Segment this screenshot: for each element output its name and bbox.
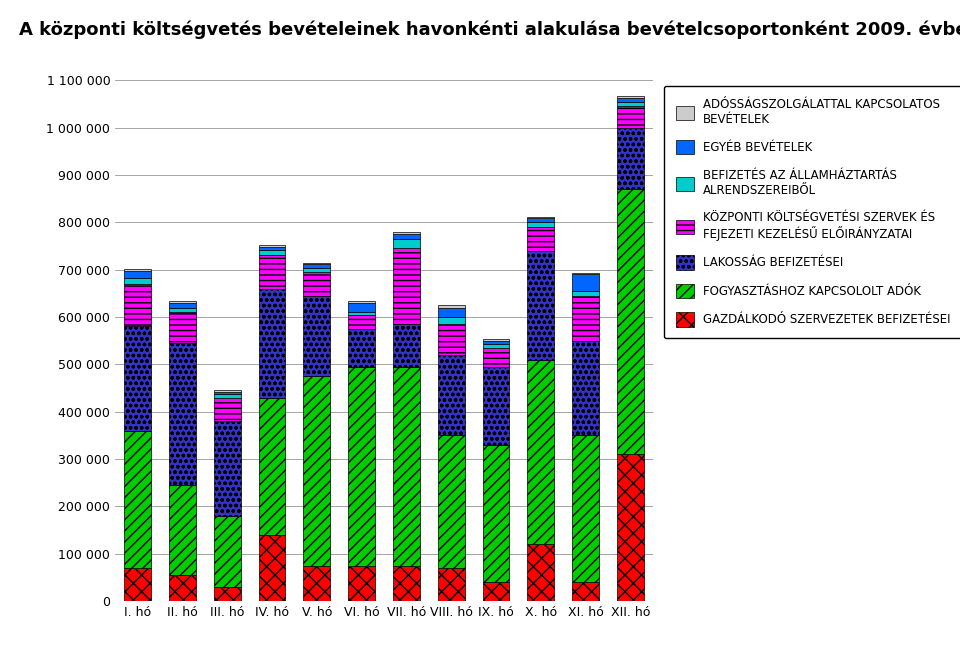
- Bar: [303, 263, 330, 265]
- Bar: [303, 272, 330, 296]
- Bar: [214, 390, 241, 392]
- Text: A központi költségvetés bevételeinek havonkénti alakulása bevételcsoportonként 2: A központi költségvetés bevételeinek hav…: [19, 20, 960, 39]
- Bar: [348, 315, 375, 329]
- Bar: [258, 397, 285, 535]
- Bar: [572, 582, 599, 601]
- Bar: [303, 376, 330, 566]
- Bar: [258, 250, 285, 255]
- Bar: [438, 436, 465, 568]
- Bar: [124, 278, 151, 284]
- Bar: [169, 301, 196, 303]
- Bar: [527, 359, 554, 544]
- Bar: [572, 296, 599, 341]
- Bar: [393, 367, 420, 566]
- Bar: [124, 269, 151, 271]
- Bar: [214, 422, 241, 516]
- Bar: [438, 317, 465, 324]
- Bar: [214, 392, 241, 394]
- Bar: [617, 128, 644, 189]
- Bar: [303, 296, 330, 376]
- Bar: [348, 329, 375, 367]
- Bar: [348, 367, 375, 566]
- Bar: [527, 218, 554, 222]
- Bar: [393, 232, 420, 234]
- Bar: [527, 222, 554, 227]
- Bar: [617, 98, 644, 102]
- Bar: [572, 275, 599, 291]
- Bar: [348, 301, 375, 303]
- Bar: [393, 248, 420, 324]
- Bar: [572, 341, 599, 436]
- Bar: [483, 339, 510, 341]
- Bar: [169, 307, 196, 312]
- Bar: [438, 324, 465, 355]
- Bar: [258, 245, 285, 247]
- Bar: [348, 566, 375, 601]
- Bar: [214, 587, 241, 601]
- Bar: [348, 303, 375, 312]
- Bar: [258, 255, 285, 289]
- Bar: [393, 566, 420, 601]
- Bar: [483, 341, 510, 344]
- Bar: [617, 189, 644, 454]
- Bar: [258, 247, 285, 250]
- Bar: [617, 102, 644, 106]
- Bar: [438, 355, 465, 436]
- Bar: [124, 284, 151, 327]
- Bar: [572, 273, 599, 275]
- Bar: [169, 303, 196, 307]
- Bar: [527, 544, 554, 601]
- Bar: [169, 485, 196, 575]
- Bar: [214, 394, 241, 397]
- Bar: [303, 566, 330, 601]
- Bar: [483, 445, 510, 582]
- Bar: [169, 343, 196, 485]
- Bar: [438, 305, 465, 307]
- Bar: [438, 307, 465, 317]
- Bar: [527, 227, 554, 250]
- Legend: ADÓSSÁGSZOLGÁLATTAL KAPCSOLATOS
BEVÉTELEK, EGYÉB BEVÉTELEK, BEFIZETÉS AZ ÁLLAMHÁ: ADÓSSÁGSZOLGÁLATTAL KAPCSOLATOS BEVÉTELE…: [664, 86, 960, 339]
- Bar: [393, 324, 420, 367]
- Bar: [258, 535, 285, 601]
- Bar: [124, 431, 151, 568]
- Bar: [348, 312, 375, 315]
- Bar: [214, 516, 241, 587]
- Bar: [617, 454, 644, 601]
- Bar: [483, 348, 510, 367]
- Bar: [169, 312, 196, 343]
- Bar: [124, 271, 151, 278]
- Bar: [617, 106, 644, 128]
- Bar: [527, 216, 554, 218]
- Bar: [169, 575, 196, 601]
- Bar: [303, 265, 330, 269]
- Bar: [393, 234, 420, 239]
- Bar: [572, 291, 599, 296]
- Bar: [617, 96, 644, 98]
- Bar: [124, 568, 151, 601]
- Bar: [483, 367, 510, 445]
- Bar: [214, 397, 241, 422]
- Bar: [572, 436, 599, 582]
- Bar: [483, 344, 510, 348]
- Bar: [438, 568, 465, 601]
- Bar: [258, 289, 285, 397]
- Bar: [527, 250, 554, 359]
- Bar: [124, 327, 151, 431]
- Bar: [483, 582, 510, 601]
- Bar: [303, 269, 330, 272]
- Bar: [393, 239, 420, 248]
